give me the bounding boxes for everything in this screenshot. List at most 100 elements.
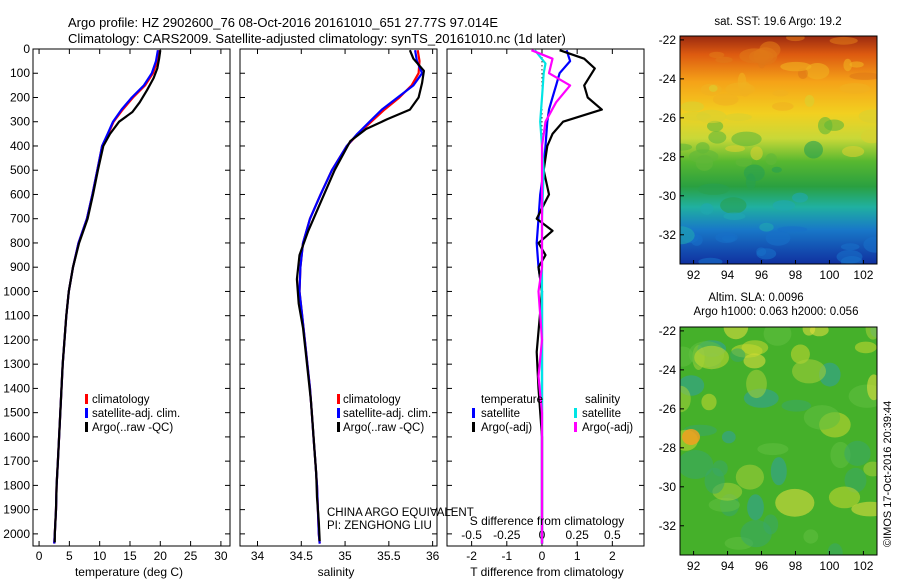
- series-line-1: [53, 50, 159, 544]
- legend-label-s-argo: Argo(-adj): [582, 422, 633, 434]
- salinity-plot-frame: [239, 48, 438, 547]
- map-x-tick-label: 96: [755, 559, 769, 573]
- sla-patch: [865, 327, 877, 340]
- x-tick-label: 0: [36, 549, 43, 563]
- map-y-tick-label: -28: [659, 150, 677, 164]
- sla-patch: [803, 405, 841, 430]
- sst-patch: [743, 164, 765, 182]
- temperature-legend: climatology satellite-adj. clim. Argo(..…: [85, 394, 180, 434]
- sst-patch: [858, 109, 877, 123]
- sst-patch: [772, 200, 796, 211]
- y-tick-label: 1600: [3, 430, 30, 444]
- sst-patch: [756, 247, 767, 256]
- sst-patch: [765, 230, 791, 246]
- s-difference-tick-label: 0.5: [604, 528, 621, 542]
- sst-patch: [829, 36, 858, 45]
- sla-patch: [844, 467, 867, 493]
- y-tick-label: 1100: [4, 309, 30, 323]
- series-line-0: [298, 50, 421, 544]
- sst-patch: [759, 222, 774, 232]
- y-tick-label: 1800: [3, 478, 30, 492]
- sla-patch: [802, 327, 816, 336]
- sla-patch: [735, 464, 765, 490]
- sst-heatmap: [680, 36, 877, 264]
- series-line-1: [298, 50, 424, 544]
- legend-header-salinity: salinity: [585, 394, 620, 406]
- sst-patch: [750, 146, 763, 161]
- x-tick-label: 36: [426, 549, 440, 563]
- legend-label-satellite: satellite-adj. clim.: [92, 408, 180, 420]
- sla-patch: [747, 494, 764, 521]
- sla-patch: [680, 450, 714, 479]
- temperature-plot-frame: [32, 48, 231, 547]
- legend-swatch-argo: [85, 422, 88, 432]
- sst-patch: [715, 56, 733, 64]
- sla-patch: [708, 497, 740, 512]
- map-y-tick-label: -30: [659, 480, 677, 494]
- map-y-tick-label: -28: [659, 441, 677, 455]
- x-tick-label: 0: [539, 549, 546, 563]
- sst-patch: [735, 158, 753, 167]
- map-x-tick-label: 102: [853, 268, 873, 282]
- map-x-tick-label: 98: [789, 559, 803, 573]
- legend-label-argo: Argo(..raw -QC): [343, 422, 424, 434]
- sla-map-axes: 92 94 96 98 100 102 -22 -24 -26 -28 -30 -32: [659, 324, 874, 573]
- series-line-0: [53, 50, 161, 544]
- sla-patch: [694, 345, 729, 370]
- sst-patch: [765, 153, 778, 166]
- sst-patch: [720, 197, 747, 214]
- map-x-tick-label: 98: [789, 268, 803, 282]
- difference-legend: temperature salinity satellite Argo(-adj…: [472, 394, 633, 434]
- legend-label-argo: Argo(..raw -QC): [92, 422, 173, 434]
- series-line-2: [534, 49, 547, 544]
- s-difference-tick-label: -0.5: [461, 528, 482, 542]
- x-tick-label: 35.5: [377, 549, 401, 563]
- sla-heatmap: [680, 327, 877, 555]
- y-tick-label: 800: [10, 236, 30, 250]
- legend-swatch-s-argo: [574, 422, 577, 432]
- x-tick-label: 2: [609, 549, 616, 563]
- sst-patch: [777, 226, 808, 233]
- difference-plot: -2 -1 0 1 2-0.5 -0.25 0 0.25 0.5: [447, 48, 644, 563]
- s-difference-tick-label: 0.25: [565, 528, 589, 542]
- sla-patch: [763, 327, 792, 346]
- y-tick-label: 500: [10, 163, 30, 177]
- y-tick-label: 1500: [3, 406, 30, 420]
- legend-swatch-satellite: [85, 408, 88, 418]
- sla-patch: [851, 501, 877, 517]
- sst-patch: [698, 257, 723, 264]
- sla-patch: [712, 460, 728, 477]
- legend-swatch-t-argo: [472, 422, 475, 432]
- sst-patch: [712, 93, 739, 106]
- sla-patch: [770, 457, 787, 486]
- sst-patch: [839, 83, 871, 94]
- map-y-tick-label: -22: [659, 324, 677, 338]
- x-tick-label: 25: [184, 549, 198, 563]
- imos-credit: ©IMOS 17-Oct-2016 20:39:44: [882, 401, 894, 547]
- x-tick-label: 35: [338, 549, 352, 563]
- sla-patch: [682, 429, 700, 445]
- sst-patch: [849, 61, 864, 68]
- sst-patch: [863, 236, 877, 253]
- sst-patch: [842, 146, 865, 157]
- x-tick-label: 34.5: [290, 549, 314, 563]
- sla-patch: [701, 393, 717, 411]
- legend-swatch-climatology: [85, 394, 88, 404]
- sst-map-title: sat. SST: 19.6 Argo: 19.2: [714, 16, 841, 28]
- legend-label-t-argo: Argo(-adj): [481, 422, 532, 434]
- salinity-legend: climatology satellite-adj. clim. Argo(..…: [337, 394, 431, 434]
- map-x-tick-label: 94: [721, 559, 735, 573]
- y-tick-label: 1000: [3, 284, 30, 298]
- sst-patch: [708, 84, 718, 92]
- y-tick-label: 2000: [3, 527, 30, 541]
- map-x-tick-label: 94: [721, 268, 735, 282]
- map-x-tick-label: 92: [687, 559, 701, 573]
- map-x-tick-label: 100: [819, 559, 839, 573]
- pi-label: PI: ZENGHONG LIU: [327, 520, 432, 532]
- difference-plot-frame: [446, 48, 645, 547]
- y-tick-label: 700: [10, 212, 30, 226]
- map-x-tick-label: 102: [853, 559, 873, 573]
- sst-patch: [680, 143, 693, 151]
- sst-patch: [804, 94, 815, 107]
- sst-patch: [724, 113, 752, 121]
